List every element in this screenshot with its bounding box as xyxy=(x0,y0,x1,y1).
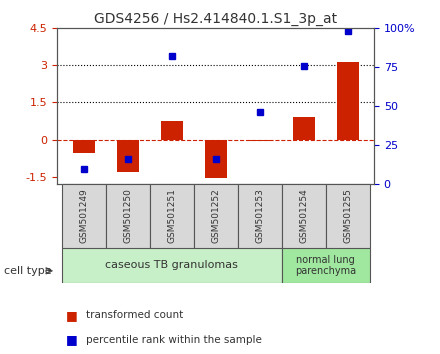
FancyBboxPatch shape xyxy=(282,248,370,283)
FancyBboxPatch shape xyxy=(62,248,282,283)
Bar xyxy=(161,121,183,139)
FancyBboxPatch shape xyxy=(194,184,238,248)
FancyBboxPatch shape xyxy=(238,184,282,248)
Text: GSM501255: GSM501255 xyxy=(343,188,352,244)
Text: cell type: cell type xyxy=(4,266,52,276)
Text: ■: ■ xyxy=(66,309,78,321)
Bar xyxy=(293,117,315,139)
FancyBboxPatch shape xyxy=(150,184,194,248)
Text: percentile rank within the sample: percentile rank within the sample xyxy=(86,335,262,345)
Bar xyxy=(205,139,227,178)
FancyBboxPatch shape xyxy=(282,184,326,248)
FancyBboxPatch shape xyxy=(62,184,106,248)
Text: caseous TB granulomas: caseous TB granulomas xyxy=(105,261,238,270)
Bar xyxy=(73,139,95,153)
Text: GSM501254: GSM501254 xyxy=(299,189,308,243)
FancyBboxPatch shape xyxy=(326,184,370,248)
Text: GSM501250: GSM501250 xyxy=(123,188,132,244)
Text: GSM501251: GSM501251 xyxy=(167,188,176,244)
Text: GSM501253: GSM501253 xyxy=(255,188,264,244)
Bar xyxy=(117,139,139,172)
Text: GSM501252: GSM501252 xyxy=(211,189,220,243)
Bar xyxy=(249,139,271,141)
Text: normal lung
parenchyma: normal lung parenchyma xyxy=(295,255,356,276)
Title: GDS4256 / Hs2.414840.1.S1_3p_at: GDS4256 / Hs2.414840.1.S1_3p_at xyxy=(94,12,337,26)
Text: ■: ■ xyxy=(66,333,78,346)
FancyBboxPatch shape xyxy=(106,184,150,248)
Bar xyxy=(337,62,359,139)
Text: transformed count: transformed count xyxy=(86,310,183,320)
Text: GSM501249: GSM501249 xyxy=(79,189,88,243)
